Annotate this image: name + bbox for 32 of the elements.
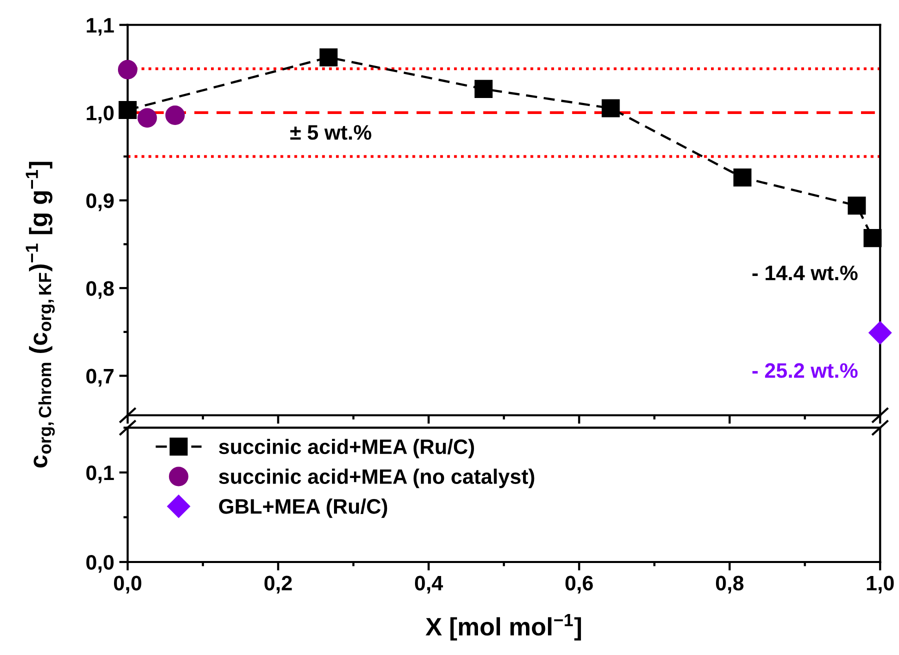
point: [733, 168, 752, 187]
x-axis-title: X [mol mol$^{−1}$]: [426, 614, 581, 641]
point: [474, 80, 493, 98]
y-tick-label: 0,8: [86, 281, 114, 299]
annotation: - 25.2 wt.%: [752, 363, 858, 378]
x-tick-label: 0,0: [114, 576, 142, 594]
y-tick-label: 1,0: [86, 106, 114, 124]
legend-label: GBL+MEA (Ru/C): [219, 498, 388, 518]
x-tick-label: 1,0: [866, 576, 894, 594]
x-tick-label: 0,6: [565, 576, 593, 594]
point: [868, 321, 892, 344]
y-tick-label: 1,1: [86, 18, 114, 36]
point: [320, 48, 338, 66]
point: [165, 106, 185, 125]
y-tick-label: 0,7: [86, 368, 114, 387]
legend-label: succinic acid+MEA (Ru/C): [218, 438, 474, 458]
text: c$_{org,Chrom}$ (c$_{org,KF}$)$^{−1}$ [g g$^{−1}$]: [26, 162, 55, 468]
annotation: - 14.4 wt.%: [752, 266, 858, 280]
point: [118, 60, 138, 80]
point: [864, 229, 882, 248]
annotation: ± 5 wt.%: [290, 125, 372, 140]
x-tick-label: 0,8: [716, 576, 744, 594]
point: [138, 108, 157, 128]
point: [602, 99, 620, 118]
point: [118, 100, 137, 120]
x-tick-label: 0,4: [414, 576, 444, 594]
y-tick-label: 0,1: [86, 465, 114, 484]
legend-label: succinic acid+MEA (no catalyst): [218, 468, 534, 488]
point: [848, 196, 866, 215]
y-tick-label: 0,9: [86, 193, 114, 212]
x-tick-label: 0,2: [264, 576, 292, 594]
y-tick-label: 0,0: [86, 554, 114, 573]
